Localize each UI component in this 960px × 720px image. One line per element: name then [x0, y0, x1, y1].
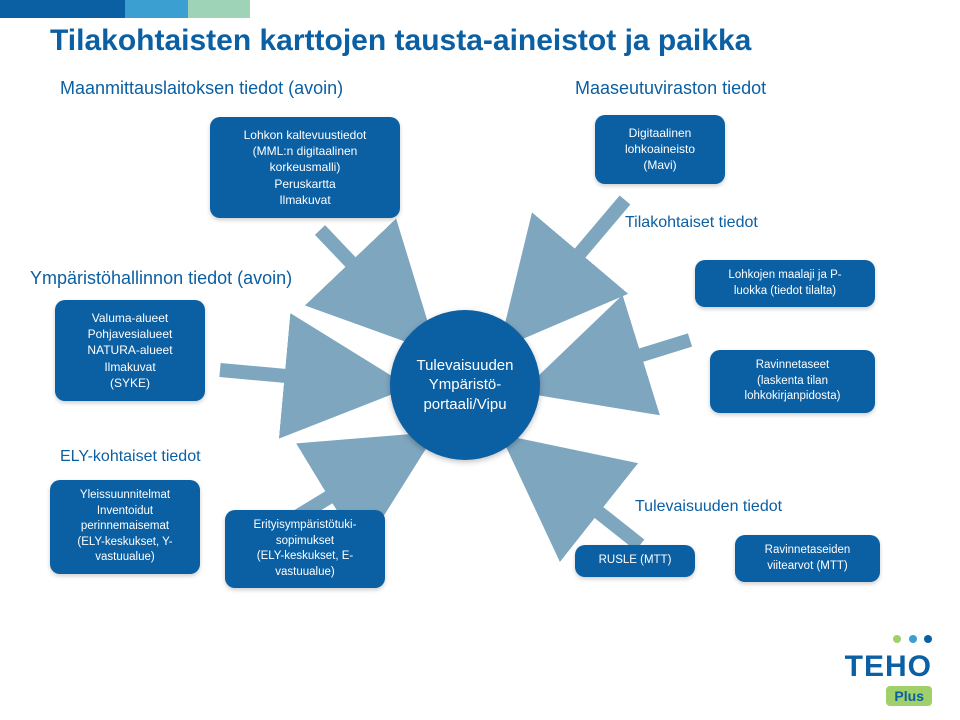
heading-tulevaisuuden: Tulevaisuuden tiedot — [635, 498, 782, 516]
heading-ely: ELY-kohtaiset tiedot — [60, 448, 201, 466]
chip-maalaji: Lohkojen maalaji ja P- luokka (tiedot ti… — [695, 260, 875, 307]
logo-brand: TEHO — [845, 650, 932, 684]
chip-ely1: Yleissuunnitelmat Inventoidut perinnemai… — [50, 480, 200, 574]
center-label: Tulevaisuuden Ympäristö-portaali/Vipu — [390, 356, 540, 415]
chip-env: Valuma-alueet Pohjavesialueet NATURA-alu… — [55, 300, 205, 401]
logo-plus: Plus — [886, 686, 932, 706]
center-node: Tulevaisuuden Ympäristö-portaali/Vipu — [390, 310, 540, 460]
logo-brand-text: TEHO — [845, 650, 932, 683]
chip-ely2: Erityisympäristötuki- sopimukset (ELY-ke… — [225, 510, 385, 588]
page-title: Tilakohtaisten karttojen tausta-aineisto… — [50, 24, 920, 58]
heading-ymparisto: Ympäristöhallinnon tiedot (avoin) — [30, 268, 292, 289]
chip-mavi: Digitaalinen lohkoaineisto (Mavi) — [595, 115, 725, 184]
chip-viitearvot: Ravinnetaseiden viitearvot (MTT) — [735, 535, 880, 582]
chip-rusle: RUSLE (MTT) — [575, 545, 695, 577]
logo-dots — [845, 630, 932, 648]
heading-mml: Maanmittauslaitoksen tiedot (avoin) — [60, 78, 343, 99]
heading-tilakohtaiset: Tilakohtaiset tiedot — [625, 214, 758, 232]
top-accent — [0, 0, 250, 18]
chip-mml: Lohkon kaltevuustiedot (MML:n digitaalin… — [210, 117, 400, 218]
chip-ravinnetaseet: Ravinnetaseet (laskenta tilan lohkokirja… — [710, 350, 875, 413]
heading-mavi: Maaseutuviraston tiedot — [575, 78, 766, 99]
logo: TEHO Plus — [845, 630, 932, 706]
